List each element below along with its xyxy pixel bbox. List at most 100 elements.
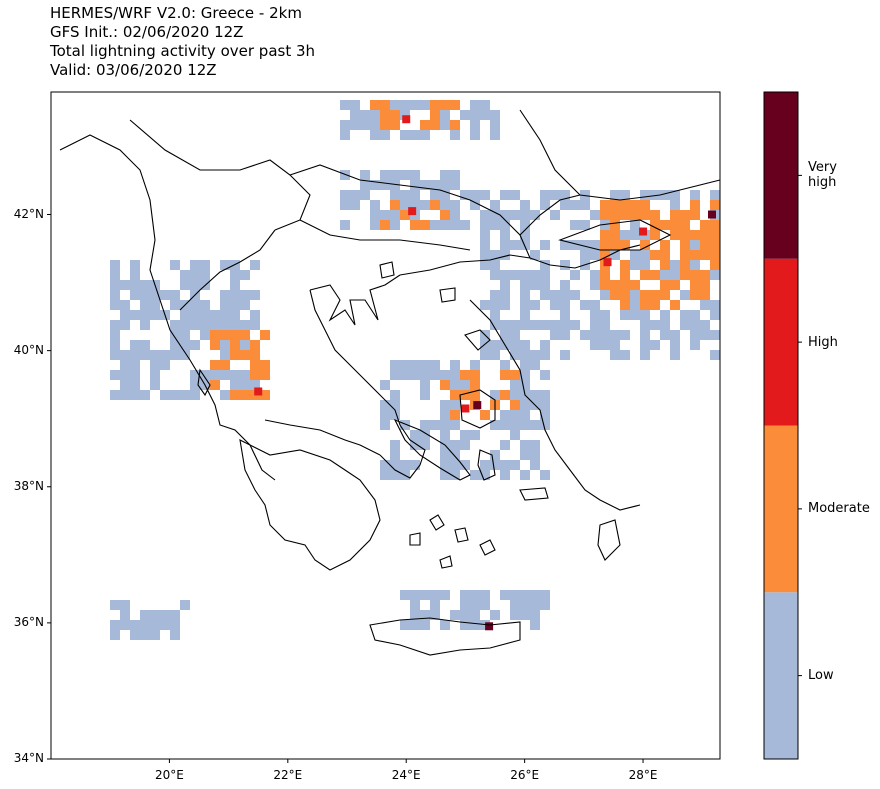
lightning-cell-low — [440, 370, 450, 380]
lightning-cell-low — [570, 290, 580, 300]
lightning-cell-low — [490, 450, 500, 460]
lightning-cell-moderate — [430, 110, 440, 120]
lightning-cell-low — [540, 240, 550, 250]
lightning-cell-moderate — [460, 390, 470, 400]
lightning-cell-low — [390, 470, 400, 480]
lightning-cell-low — [150, 620, 160, 630]
lightning-cell-moderate — [210, 360, 220, 370]
lightning-cell-low — [510, 330, 520, 340]
lightning-cell-moderate — [620, 270, 630, 280]
lightning-cell-low — [530, 320, 540, 330]
lightning-cell-moderate — [610, 220, 620, 230]
lightning-cell-moderate — [660, 260, 670, 270]
lightning-cell-low — [180, 270, 190, 280]
lightning-cell-moderate — [390, 120, 400, 130]
lightning-cell-low — [550, 320, 560, 330]
lightning-cell-low — [140, 390, 150, 400]
lightning-cell-moderate — [620, 300, 630, 310]
lightning-cell-low — [240, 340, 250, 350]
lightning-cell-moderate — [380, 110, 390, 120]
lightning-cell-low — [520, 600, 530, 610]
lightning-cell-low — [390, 440, 400, 450]
lightning-cell-low — [510, 340, 520, 350]
lightning-cell-low — [490, 110, 500, 120]
lightning-cell-low — [370, 180, 380, 190]
colorbar-label: Moderate — [808, 501, 870, 517]
lightning-cell-low — [140, 620, 150, 630]
lightning-cell-low — [160, 350, 170, 360]
lightning-cell-moderate — [440, 380, 450, 390]
lightning-cell-low — [120, 390, 130, 400]
lightning-cell-low — [440, 180, 450, 190]
lightning-cell-low — [390, 220, 400, 230]
coastline-path — [597, 519, 621, 561]
coastline-path — [309, 289, 426, 479]
lightning-cell-moderate — [230, 330, 240, 340]
lightning-cell-low — [690, 320, 700, 330]
lightning-cell-moderate — [450, 100, 460, 110]
lightning-cell-low — [640, 260, 650, 270]
lightning-cell-low — [520, 420, 530, 430]
coastline-path — [299, 219, 471, 251]
lightning-cell-low — [380, 380, 390, 390]
lightning-cell-low — [560, 310, 570, 320]
lightning-cell-low — [630, 230, 640, 240]
lightning-cell-moderate — [700, 240, 710, 250]
lightning-cell-low — [490, 210, 500, 220]
lightning-cell-low — [440, 170, 450, 180]
lightning-cell-low — [150, 360, 160, 370]
lightning-cell-low — [230, 320, 240, 330]
lightning-cell-low — [590, 340, 600, 350]
lightning-cell-low — [620, 230, 630, 240]
lightning-cell-low — [170, 610, 180, 620]
lightning-cell-low — [540, 280, 550, 290]
lightning-cell-moderate — [700, 290, 710, 300]
lightning-cell-low — [520, 200, 530, 210]
lightning-cell-low — [110, 620, 120, 630]
lightning-cell-low — [120, 320, 130, 330]
lightning-cell-low — [680, 290, 690, 300]
lon-tick-label: 24°E — [391, 768, 421, 782]
lightning-cell-low — [490, 130, 500, 140]
lightning-cell-moderate — [710, 230, 720, 240]
lightning-cell-low — [220, 370, 230, 380]
lightning-cell-moderate — [230, 390, 240, 400]
lon-tick-label: 22°E — [273, 768, 303, 782]
lightning-cell-moderate — [710, 220, 720, 230]
lightning-cell-low — [470, 190, 480, 200]
lightning-cell-low — [450, 360, 460, 370]
lightning-cell-low — [460, 440, 470, 450]
lightning-cell-low — [640, 350, 650, 360]
lightning-cell-low — [540, 420, 550, 430]
lightning-cell-moderate — [650, 210, 660, 220]
lightning-cell-low — [510, 270, 520, 280]
lightning-hotspot-high — [461, 404, 470, 413]
lightning-cell-low — [140, 280, 150, 290]
coastlines-and-borders — [59, 109, 721, 656]
lightning-cell-low — [230, 300, 240, 310]
lightning-cell-low — [550, 290, 560, 300]
lightning-cell-low — [380, 170, 390, 180]
lightning-cell-low — [110, 600, 120, 610]
lightning-cell-low — [520, 380, 530, 390]
lightning-cell-low — [250, 290, 260, 300]
lightning-cell-low — [200, 260, 210, 270]
lightning-cell-moderate — [240, 350, 250, 360]
lightning-cell-low — [570, 220, 580, 230]
lightning-cell-low — [250, 320, 260, 330]
lightning-cell-low — [530, 300, 540, 310]
lightning-cell-low — [590, 310, 600, 320]
lightning-cell-moderate — [230, 350, 240, 360]
lightning-cell-low — [670, 190, 680, 200]
lightning-cell-low — [540, 260, 550, 270]
lightning-cell-low — [390, 170, 400, 180]
lightning-cell-low — [530, 280, 540, 290]
lightning-cell-low — [680, 320, 690, 330]
lightning-cell-low — [540, 390, 550, 400]
lightning-cell-low — [650, 320, 660, 330]
coastline-path — [519, 194, 581, 236]
lightning-cell-low — [340, 220, 350, 230]
lightning-cell-low — [450, 610, 460, 620]
colorbar-frame — [763, 91, 799, 760]
lightning-cell-low — [480, 110, 490, 120]
